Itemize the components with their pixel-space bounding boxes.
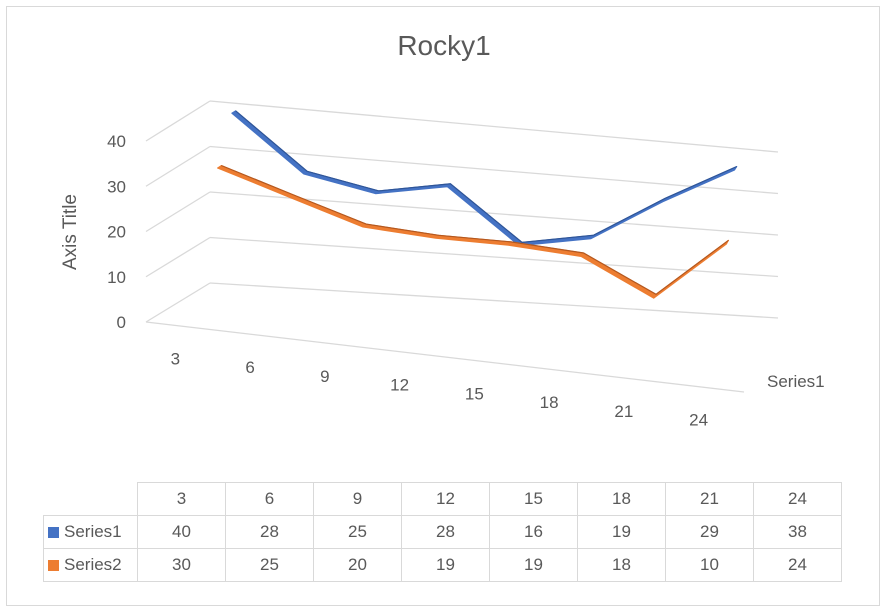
gridline [209, 282, 779, 319]
table-row: Series1 40 28 25 28 16 19 29 38 [43, 515, 842, 549]
x-tick-label: 24 [689, 411, 708, 430]
table-column-header: 6 [225, 482, 314, 516]
x-tick-label: 6 [245, 358, 254, 377]
table-cell: 24 [753, 548, 842, 582]
table-column-header: 24 [753, 482, 842, 516]
table-column-header: 15 [489, 482, 578, 516]
x-tick-label: 12 [390, 376, 409, 395]
y-axis-title: Axis Title [60, 194, 81, 270]
legend-entry: Series2 [43, 548, 138, 582]
y-tick-label: 30 [107, 177, 126, 196]
side-gridline [145, 191, 211, 233]
table-cell: 28 [225, 515, 314, 549]
table-row: Series2 30 25 20 19 19 18 10 24 [43, 548, 842, 582]
legend-swatch [48, 560, 59, 571]
table-column-header: 21 [665, 482, 754, 516]
series-ribbon-1 [231, 110, 738, 247]
y-tick-label: 10 [107, 268, 126, 287]
series-name: Series1 [64, 522, 122, 541]
chart-plot: 0 10 20 30 40 3 6 9 12 15 18 21 24 Series1 Axis Title [60, 100, 825, 430]
table-cell: 16 [489, 515, 578, 549]
table-header-row: 3 6 9 12 15 18 21 24 [43, 482, 842, 516]
table-cell: 38 [753, 515, 842, 549]
table-cell: 10 [665, 548, 754, 582]
table-cell: 28 [401, 515, 490, 549]
side-gridline [145, 236, 211, 278]
table-column-header: 18 [577, 482, 666, 516]
table-corner [43, 482, 138, 516]
x-tick-label: 9 [320, 367, 329, 386]
table-cell: 19 [401, 548, 490, 582]
table-cell: 30 [137, 548, 226, 582]
y-tick-label: 0 [117, 313, 126, 332]
gridline [209, 145, 779, 195]
table-column-header: 3 [137, 482, 226, 516]
x-tick-label: 15 [465, 384, 484, 403]
table-column-header: 12 [401, 482, 490, 516]
side-gridline [145, 100, 211, 142]
x-tick-label: 18 [540, 393, 559, 412]
depth-axis-label: Series1 [767, 372, 825, 391]
table-cell: 19 [489, 548, 578, 582]
table-column-header: 9 [313, 482, 402, 516]
table-cell: 18 [577, 548, 666, 582]
x-tick-label: 3 [171, 349, 180, 368]
legend-entry: Series1 [43, 515, 138, 549]
table-cell: 25 [225, 548, 314, 582]
table-cell: 19 [577, 515, 666, 549]
series-edge-2 [221, 164, 729, 296]
gridline [209, 236, 779, 278]
table-cell: 29 [665, 515, 754, 549]
series-ribbon-2 [217, 165, 729, 299]
table-cell: 25 [313, 515, 402, 549]
x-tick-label: 21 [614, 402, 633, 421]
series-edge-1 [235, 110, 738, 244]
table-cell: 40 [137, 515, 226, 549]
chart-title: Rocky1 [397, 30, 491, 61]
series-name: Series2 [64, 555, 122, 574]
side-gridline [145, 145, 211, 187]
table-cell: 20 [313, 548, 402, 582]
legend-swatch [48, 527, 59, 538]
side-gridline [145, 282, 211, 323]
data-table: 3 6 9 12 15 18 21 24 Series1 40 28 25 28 16 19 29 38 Seri… [43, 482, 842, 582]
gridline [209, 100, 779, 153]
y-tick-label: 40 [107, 132, 126, 151]
floor-edge [145, 321, 745, 393]
y-tick-label: 20 [107, 223, 126, 242]
